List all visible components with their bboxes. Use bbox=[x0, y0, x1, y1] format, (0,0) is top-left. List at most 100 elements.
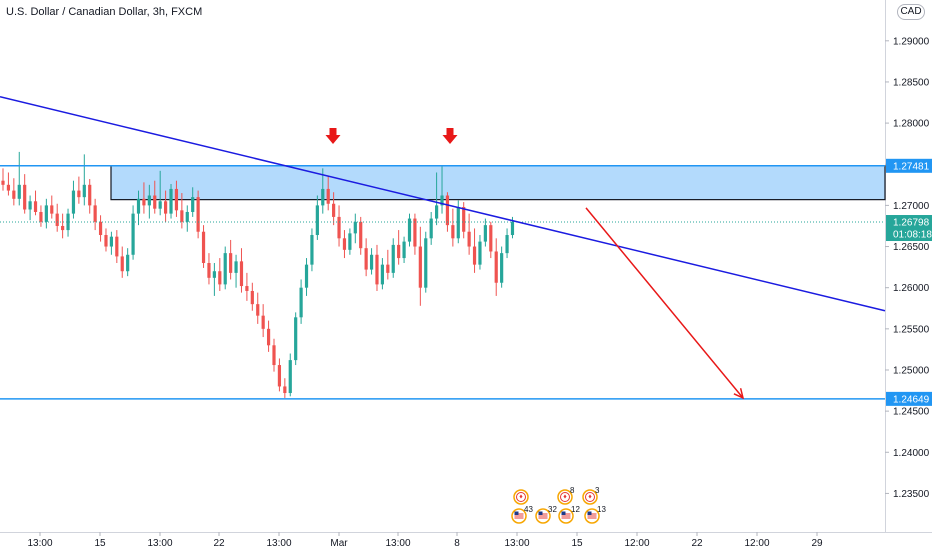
candle-body bbox=[489, 225, 493, 252]
candle-body bbox=[28, 201, 32, 210]
candle-body bbox=[17, 184, 21, 199]
candle-body bbox=[50, 205, 54, 214]
candle-body bbox=[310, 235, 314, 265]
candle-body bbox=[494, 251, 498, 283]
down-arrow-marker[interactable] bbox=[442, 128, 458, 144]
candle-body bbox=[467, 231, 471, 247]
time-tick-label: 13:00 bbox=[147, 538, 172, 549]
currency-badge[interactable]: CAD bbox=[897, 4, 925, 20]
time-tick-label: 29 bbox=[811, 538, 823, 549]
candle-body bbox=[218, 271, 222, 285]
event-count: 12 bbox=[571, 505, 580, 514]
candle-body bbox=[478, 241, 482, 265]
candle-body bbox=[348, 233, 352, 250]
event-count: 32 bbox=[548, 505, 557, 514]
descending-trendline[interactable] bbox=[0, 96, 886, 312]
candle-body bbox=[115, 236, 119, 257]
time-tick-label: Mar bbox=[330, 538, 348, 549]
candle-body bbox=[413, 218, 417, 247]
candle-body bbox=[402, 241, 406, 259]
economic-events[interactable]: 8 3 43 32 12 13 bbox=[511, 486, 606, 524]
time-tick-label: 12:00 bbox=[744, 538, 769, 549]
time-tick-label: 13:00 bbox=[385, 538, 410, 549]
candle-body bbox=[359, 221, 363, 249]
candle-body bbox=[39, 211, 43, 222]
canada-event-icon[interactable]: 3 bbox=[582, 486, 600, 505]
support-price-tag-text: 1.24649 bbox=[893, 394, 930, 405]
support-price-tag[interactable]: 1.24649 bbox=[886, 391, 932, 406]
current-price-tag-text: 01:08:18 bbox=[893, 230, 932, 241]
candle-body bbox=[109, 236, 113, 247]
time-tick-label: 22 bbox=[691, 538, 703, 549]
candle-body bbox=[440, 195, 444, 206]
candle-body bbox=[191, 197, 195, 212]
time-tick-label: 13:00 bbox=[504, 538, 529, 549]
resistance-zone[interactable] bbox=[110, 165, 886, 201]
candle-body bbox=[66, 213, 70, 231]
us-event-icon[interactable]: 12 bbox=[558, 505, 580, 524]
candle-body bbox=[250, 290, 254, 305]
current-price-tag-text: 1.26798 bbox=[893, 218, 930, 229]
resistance-price-tag-bg bbox=[886, 158, 932, 173]
candle-body bbox=[505, 235, 509, 254]
projection-arrow[interactable] bbox=[585, 207, 744, 399]
candle-body bbox=[418, 246, 422, 288]
candle-body bbox=[364, 248, 368, 270]
price-tick-label: 1.28500 bbox=[893, 77, 930, 88]
candle-body bbox=[245, 286, 249, 291]
candle-body bbox=[229, 253, 233, 273]
time-tick-label: 15 bbox=[94, 538, 106, 549]
price-tick-label: 1.24500 bbox=[893, 407, 930, 418]
candle-body bbox=[472, 246, 477, 265]
time-tick-label: 8 bbox=[454, 538, 460, 549]
resistance-price-tag[interactable]: 1.27481 bbox=[886, 158, 932, 173]
candle-body bbox=[223, 253, 227, 285]
candle-body bbox=[93, 205, 97, 222]
down-arrow-marker[interactable] bbox=[325, 128, 341, 144]
candle-body bbox=[77, 190, 81, 198]
time-tick-label: 13:00 bbox=[266, 538, 291, 549]
us-event-icon[interactable]: 43 bbox=[511, 505, 533, 524]
candle-body bbox=[55, 213, 59, 226]
candle-body bbox=[456, 207, 460, 239]
us-event-icon[interactable]: 13 bbox=[584, 505, 606, 524]
candle-body bbox=[332, 203, 336, 217]
candle-body bbox=[196, 197, 200, 232]
candle-body bbox=[272, 345, 276, 366]
candle-body bbox=[164, 201, 168, 214]
event-count: 13 bbox=[597, 505, 606, 514]
candle-body bbox=[424, 238, 428, 288]
candle-body bbox=[277, 365, 282, 387]
candle-body bbox=[500, 253, 504, 283]
us-canton bbox=[561, 511, 566, 515]
us-event-icon[interactable]: 32 bbox=[535, 505, 557, 524]
price-tick-label: 1.28000 bbox=[893, 119, 930, 130]
support-price-tag-bg bbox=[886, 391, 932, 406]
price-axis[interactable]: 1.23500 1.24000 1.24500 1.25000 1.25500 1.260… bbox=[885, 36, 930, 500]
candle-body bbox=[342, 238, 347, 250]
candle-body bbox=[153, 195, 157, 209]
candlestick-series bbox=[1, 151, 515, 398]
canada-event-icon[interactable] bbox=[513, 489, 529, 505]
candle-body bbox=[337, 216, 341, 239]
candle-body bbox=[239, 261, 244, 287]
event-count: 3 bbox=[595, 486, 600, 495]
candle-body bbox=[380, 264, 384, 285]
candle-body bbox=[174, 188, 179, 211]
canada-event-icon[interactable]: 8 bbox=[557, 486, 575, 505]
candle-body bbox=[266, 328, 271, 346]
candle-body bbox=[185, 211, 189, 222]
candle-body bbox=[120, 256, 124, 272]
maple-leaf bbox=[519, 494, 523, 499]
candle-body bbox=[483, 225, 487, 242]
candle-body bbox=[88, 184, 92, 206]
candle-body bbox=[61, 225, 65, 231]
candle-body bbox=[131, 213, 135, 255]
candle-body bbox=[158, 201, 162, 209]
candle-body bbox=[283, 386, 287, 394]
candle-body bbox=[386, 264, 390, 273]
time-axis[interactable]: 13:00 15 13:00 22 13:00 Mar 13:00 8 13:00 15 12:00… bbox=[27, 532, 823, 549]
candle-body bbox=[321, 188, 325, 206]
